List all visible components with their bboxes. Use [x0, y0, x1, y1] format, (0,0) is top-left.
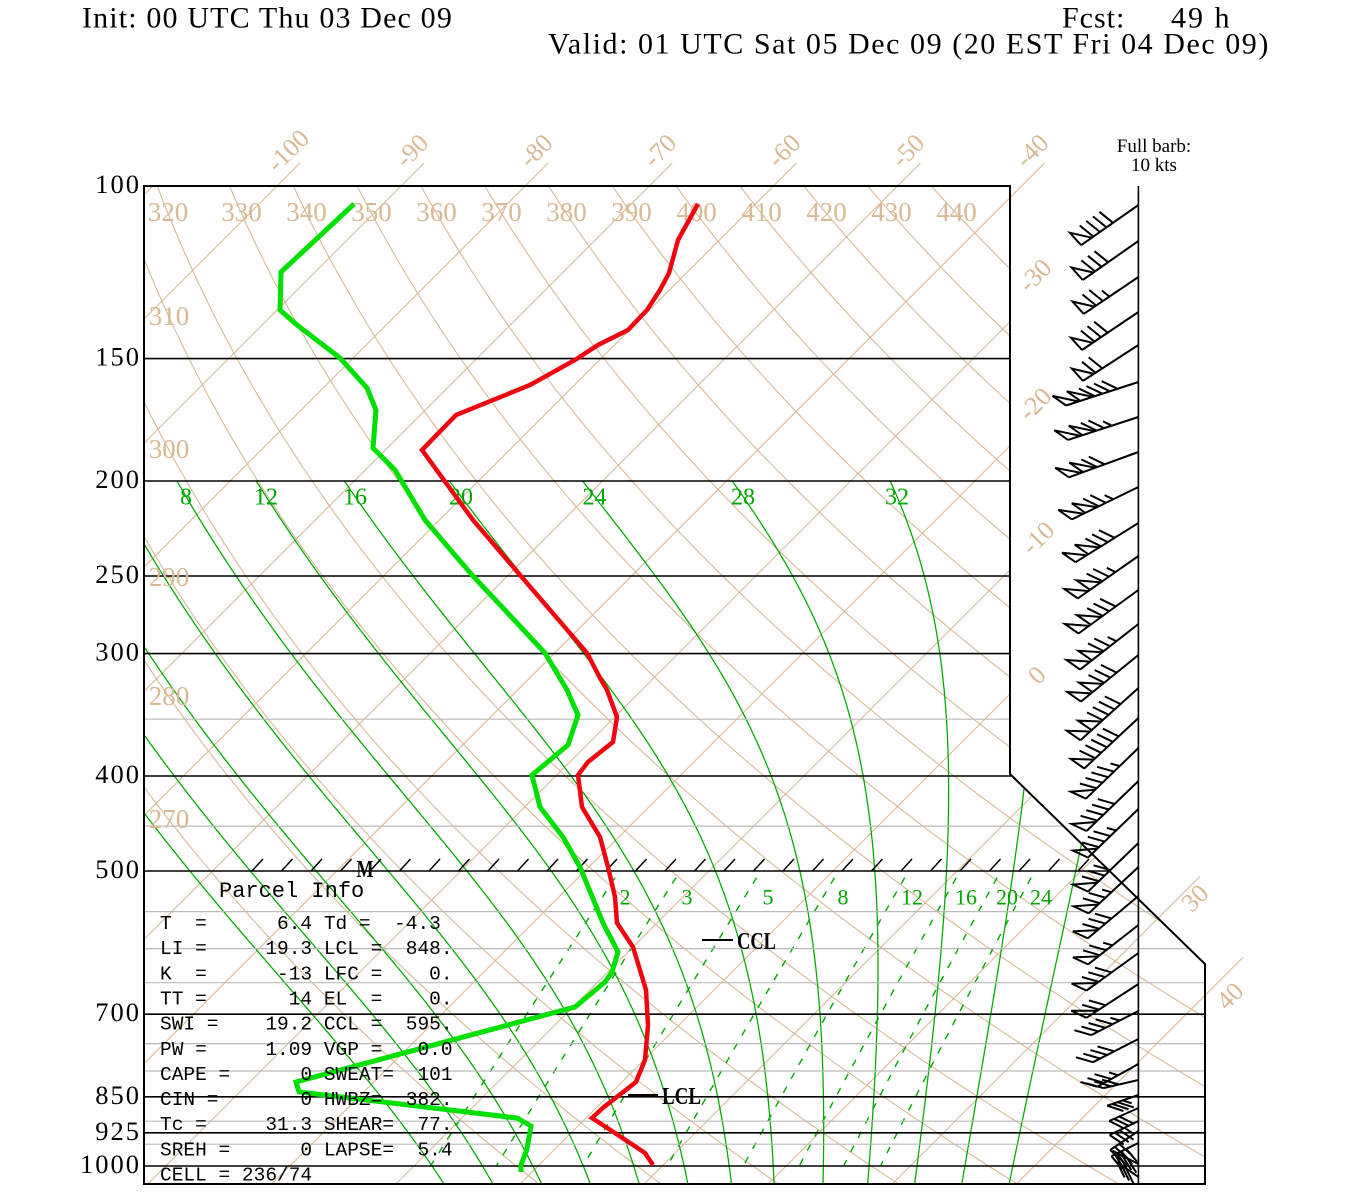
svg-text:8: 8: [180, 485, 192, 511]
svg-text:-10: -10: [1015, 515, 1060, 560]
svg-text:24: 24: [1030, 885, 1052, 910]
svg-text:420: 420: [806, 197, 847, 227]
svg-text:8: 8: [838, 885, 849, 910]
svg-text:12: 12: [254, 485, 278, 511]
svg-text:3: 3: [682, 885, 693, 910]
svg-text:20: 20: [996, 885, 1018, 910]
svg-text:-70: -70: [637, 128, 682, 173]
svg-text:100: 100: [95, 169, 141, 199]
svg-text:Valid: 01 UTC Sat 05 Dec 09 (2: Valid: 01 UTC Sat 05 Dec 09 (20 EST Fri …: [548, 28, 1270, 61]
svg-text:PW = 1.09 VGP = 0.0: PW = 1.09 VGP = 0.0: [160, 1039, 453, 1061]
svg-text:K = -13 LFC = 0.: K = -13 LFC = 0.: [160, 963, 453, 985]
svg-text:320: 320: [148, 197, 189, 227]
svg-text:0: 0: [1022, 660, 1052, 690]
svg-text:CCL: CCL: [737, 929, 776, 955]
svg-text:925: 925: [95, 1116, 141, 1146]
svg-text:-40: -40: [1009, 128, 1054, 173]
svg-text:410: 410: [741, 197, 782, 227]
svg-text:-90: -90: [389, 128, 434, 173]
svg-text:350: 350: [351, 197, 392, 227]
svg-text:400: 400: [676, 197, 717, 227]
svg-text:24: 24: [583, 485, 607, 511]
svg-text:-20: -20: [1012, 381, 1057, 426]
svg-text:150: 150: [95, 342, 141, 372]
svg-text:200: 200: [95, 464, 141, 494]
svg-text:340: 340: [286, 197, 327, 227]
svg-text:850: 850: [95, 1080, 141, 1110]
svg-text:330: 330: [221, 197, 262, 227]
svg-text:2: 2: [620, 885, 631, 910]
svg-text:40: 40: [1211, 977, 1250, 1016]
svg-text:-50: -50: [885, 128, 930, 173]
svg-text:390: 390: [611, 197, 652, 227]
svg-text:32: 32: [885, 485, 909, 511]
svg-text:CAPE = 0 SWEAT= 101: CAPE = 0 SWEAT= 101: [160, 1064, 453, 1086]
svg-text:270: 270: [149, 804, 190, 834]
svg-text:16: 16: [343, 485, 367, 511]
svg-text:400: 400: [95, 759, 141, 789]
svg-text:310: 310: [149, 301, 190, 331]
svg-text:Full barb:: Full barb:: [1117, 136, 1191, 157]
svg-text:-100: -100: [261, 124, 315, 178]
svg-text:LI = 19.3 LCL = 848.: LI = 19.3 LCL = 848.: [160, 938, 453, 960]
svg-text:CIN = 0 HWBZ= 382.: CIN = 0 HWBZ= 382.: [160, 1089, 453, 1111]
svg-text:CELL = 236/74: CELL = 236/74: [160, 1165, 312, 1187]
svg-text:300: 300: [95, 637, 141, 667]
svg-text:440: 440: [936, 197, 977, 227]
svg-text:49 h: 49 h: [1171, 2, 1232, 35]
svg-text:290: 290: [149, 562, 190, 592]
svg-text:Tc = 31.3 SHEAR= 77.: Tc = 31.3 SHEAR= 77.: [160, 1114, 453, 1136]
svg-text:5: 5: [763, 885, 774, 910]
svg-text:LCL: LCL: [662, 1084, 701, 1110]
svg-text:-60: -60: [761, 128, 806, 173]
svg-text:28: 28: [731, 485, 755, 511]
svg-text:-30: -30: [1012, 253, 1057, 298]
svg-text:T = 6.4 Td = -4.3: T = 6.4 Td = -4.3: [160, 913, 441, 935]
svg-text:30: 30: [1176, 879, 1215, 918]
svg-text:Init: 00 UTC Thu 03 Dec 09: Init: 00 UTC Thu 03 Dec 09: [82, 2, 453, 35]
svg-text:360: 360: [416, 197, 457, 227]
svg-text:1000: 1000: [80, 1149, 141, 1179]
svg-text:10 kts: 10 kts: [1131, 155, 1177, 176]
svg-text:M: M: [357, 857, 374, 883]
svg-text:SWI = 19.2 CCL = 595.: SWI = 19.2 CCL = 595.: [160, 1014, 453, 1036]
svg-text:16: 16: [955, 885, 977, 910]
svg-text:250: 250: [95, 559, 141, 589]
svg-text:280: 280: [149, 681, 190, 711]
svg-text:380: 380: [546, 197, 587, 227]
svg-text:430: 430: [871, 197, 912, 227]
svg-text:300: 300: [149, 434, 190, 464]
svg-text:Parcel Info: Parcel Info: [219, 879, 364, 904]
svg-text:-80: -80: [513, 128, 558, 173]
svg-text:12: 12: [901, 885, 923, 910]
svg-text:370: 370: [481, 197, 522, 227]
svg-text:Fcst:: Fcst:: [1062, 2, 1125, 35]
svg-text:500: 500: [95, 854, 141, 884]
svg-text:TT = 14 EL = 0.: TT = 14 EL = 0.: [160, 988, 453, 1010]
svg-text:SREH = 0 LAPSE= 5.4: SREH = 0 LAPSE= 5.4: [160, 1139, 453, 1161]
svg-text:700: 700: [95, 997, 141, 1027]
